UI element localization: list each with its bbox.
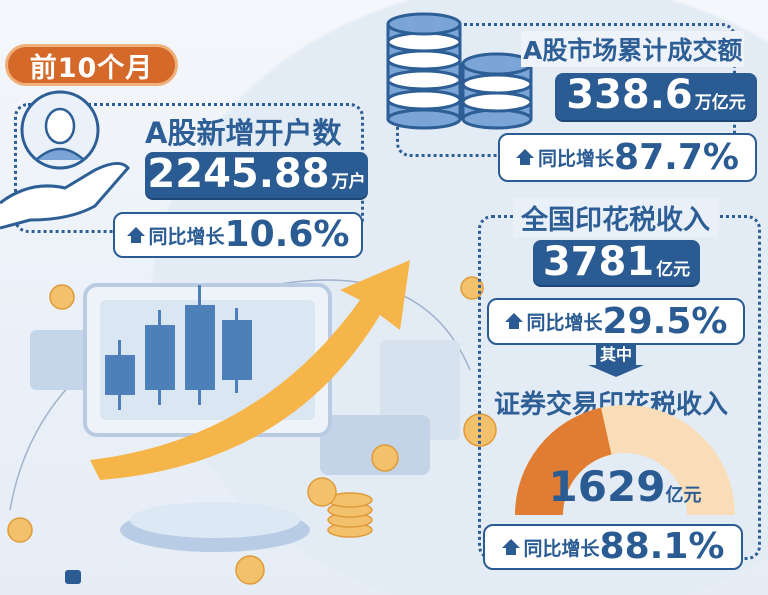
securities-stamp-tax-value-line: 1629 亿元: [500, 462, 750, 511]
up-arrow-icon: [126, 226, 145, 243]
growth-label: 同比增长: [523, 537, 600, 560]
stamp-tax-value: 3781: [542, 239, 655, 285]
candle-wick: [158, 310, 161, 405]
turnover-growth-box: 同比增长 87.7%: [498, 133, 757, 182]
platform-top: [130, 502, 300, 538]
turnover-title: A股市场累计成交额: [521, 31, 745, 67]
of-which-label: 其中: [596, 345, 636, 365]
down-arrow-icon: 其中: [588, 345, 644, 379]
stamp-tax-unit: 亿元: [656, 260, 691, 280]
up-arrow-icon: [516, 149, 535, 165]
candlestick-chart: [105, 285, 252, 410]
turnover-value: 338.6: [566, 72, 693, 118]
rising-arrow-illustration: [90, 260, 410, 480]
growth-value: 29.5%: [602, 300, 728, 342]
person-in-hand-icon: [0, 90, 130, 230]
candle-wick: [198, 285, 201, 405]
turnover-value-box: 338.6 万亿元: [555, 73, 757, 120]
securities-stamp-tax-growth-box: 同比增长 88.1%: [483, 524, 743, 570]
up-arrow-icon: [501, 538, 520, 555]
stamp-tax-value-box: 3781 亿元: [533, 240, 700, 285]
growth-label: 同比增长: [538, 148, 615, 170]
securities-stamp-tax-unit: 亿元: [665, 485, 702, 506]
stamp-tax-title: 全国印花税收入: [513, 198, 718, 237]
candle-wick: [118, 340, 121, 410]
new-accounts-unit: 万户: [331, 172, 366, 192]
growth-value: 87.7%: [614, 136, 739, 178]
pie-panel-decoration: [320, 415, 430, 475]
new-accounts-value-box: 2245.88 万户: [145, 152, 368, 198]
stock-illustration: [7, 260, 497, 585]
growth-label: 同比增长: [148, 225, 225, 248]
gauge-share-arc: [515, 407, 612, 515]
growth-value: 10.6%: [224, 214, 350, 255]
new-accounts-growth-box: 同比增长 10.6%: [113, 212, 363, 258]
new-accounts-title: A股新增开户数: [145, 116, 342, 150]
stamp-tax-growth-box: 同比增长 29.5%: [487, 298, 745, 345]
up-arrow-icon: [504, 313, 523, 329]
new-accounts-value: 2245.88: [147, 151, 330, 197]
candle-wick: [235, 308, 238, 393]
securities-stamp-tax-value: 1629: [548, 462, 666, 511]
coin-stack-icon: [386, 12, 533, 130]
period-badge: 前10个月: [5, 44, 178, 86]
share-gauge: [515, 405, 735, 515]
growth-value: 88.1%: [599, 526, 725, 567]
turnover-unit: 万亿元: [694, 93, 746, 113]
cube-decoration: [65, 570, 81, 584]
growth-label: 同比增长: [526, 312, 603, 334]
